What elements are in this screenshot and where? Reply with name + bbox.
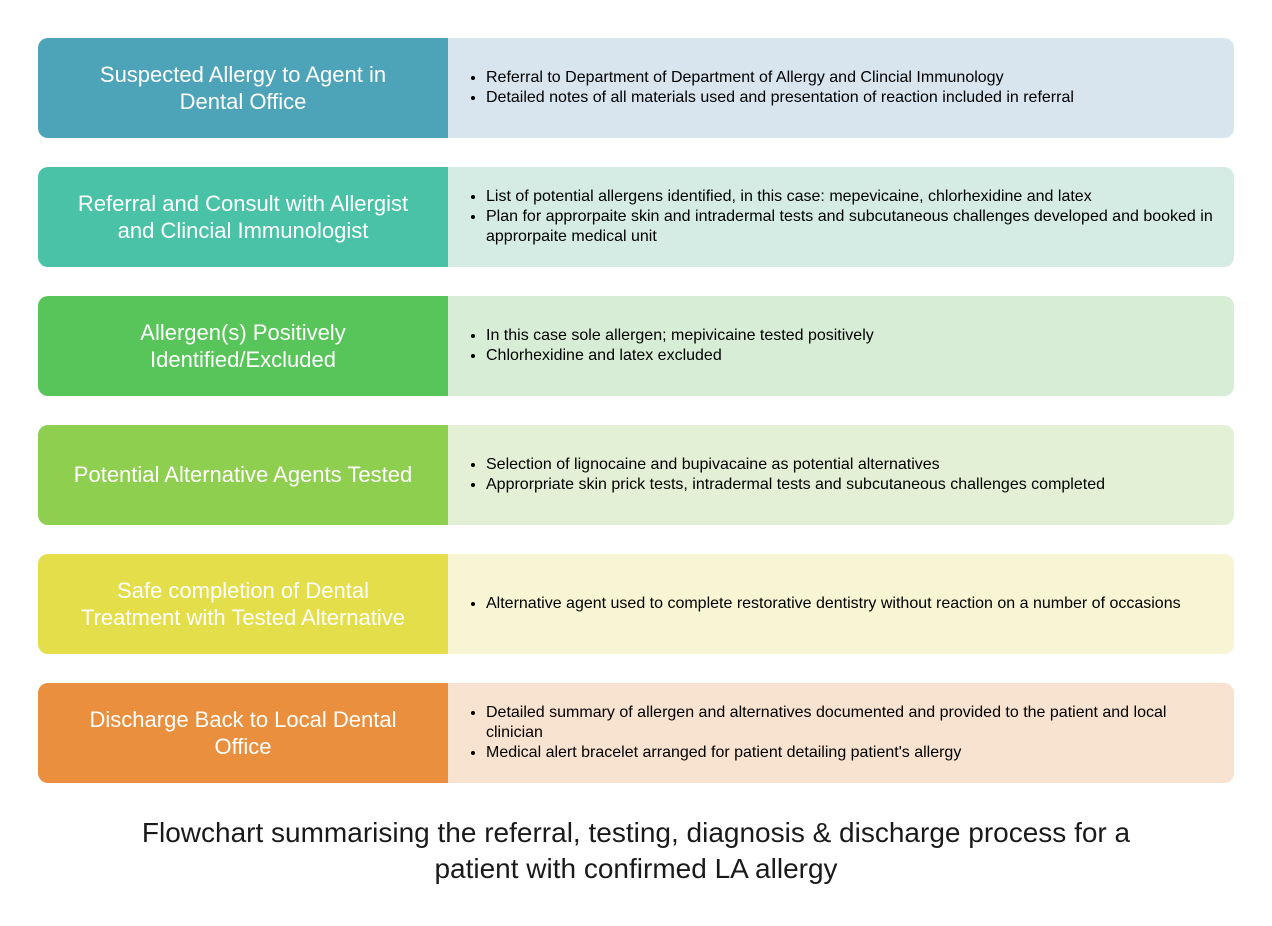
stage-details-6: Detailed summary of allergen and alterna…	[448, 683, 1234, 783]
stage-title-text: Allergen(s) Positively Identified/Exclud…	[66, 319, 420, 374]
flow-row-2: Referral and Consult with Allergist and …	[38, 167, 1234, 267]
stage-details-1: Referral to Department of Department of …	[448, 38, 1234, 138]
stage-details-5: Alternative agent used to complete resto…	[448, 554, 1234, 654]
flow-row-3: Allergen(s) Positively Identified/Exclud…	[38, 296, 1234, 396]
flowchart-container: Suspected Allergy to Agent in Dental Off…	[38, 38, 1234, 783]
stage-title-text: Referral and Consult with Allergist and …	[66, 190, 420, 245]
bullet: Chlorhexidine and latex excluded	[486, 346, 1216, 366]
stage-title-6: Discharge Back to Local Dental Office	[38, 683, 448, 783]
bullet: Detailed notes of all materials used and…	[486, 88, 1216, 108]
flow-row-4: Potential Alternative Agents Tested Sele…	[38, 425, 1234, 525]
bullet: Referral to Department of Department of …	[486, 68, 1216, 88]
flowchart-caption: Flowchart summarising the referral, test…	[38, 815, 1234, 888]
stage-title-text: Potential Alternative Agents Tested	[74, 461, 412, 489]
stage-details-3: In this case sole allergen; mepivicaine …	[448, 296, 1234, 396]
flow-row-5: Safe completion of Dental Treatment with…	[38, 554, 1234, 654]
stage-title-1: Suspected Allergy to Agent in Dental Off…	[38, 38, 448, 138]
stage-title-2: Referral and Consult with Allergist and …	[38, 167, 448, 267]
bullet: Detailed summary of allergen and alterna…	[486, 703, 1216, 743]
stage-title-5: Safe completion of Dental Treatment with…	[38, 554, 448, 654]
bullet: List of potential allergens identified, …	[486, 187, 1216, 207]
stage-details-2: List of potential allergens identified, …	[448, 167, 1234, 267]
bullet: Approrpriate skin prick tests, intraderm…	[486, 475, 1216, 495]
stage-details-4: Selection of lignocaine and bupivacaine …	[448, 425, 1234, 525]
stage-title-text: Discharge Back to Local Dental Office	[66, 706, 420, 761]
flow-row-1: Suspected Allergy to Agent in Dental Off…	[38, 38, 1234, 138]
bullet: Medical alert bracelet arranged for pati…	[486, 743, 1216, 763]
bullet: Selection of lignocaine and bupivacaine …	[486, 455, 1216, 475]
stage-title-4: Potential Alternative Agents Tested	[38, 425, 448, 525]
flow-row-6: Discharge Back to Local Dental Office De…	[38, 683, 1234, 783]
bullet: Alternative agent used to complete resto…	[486, 594, 1216, 614]
stage-title-3: Allergen(s) Positively Identified/Exclud…	[38, 296, 448, 396]
stage-title-text: Suspected Allergy to Agent in Dental Off…	[66, 61, 420, 116]
bullet: Plan for approrpaite skin and intraderma…	[486, 207, 1216, 247]
bullet: In this case sole allergen; mepivicaine …	[486, 326, 1216, 346]
stage-title-text: Safe completion of Dental Treatment with…	[66, 577, 420, 632]
